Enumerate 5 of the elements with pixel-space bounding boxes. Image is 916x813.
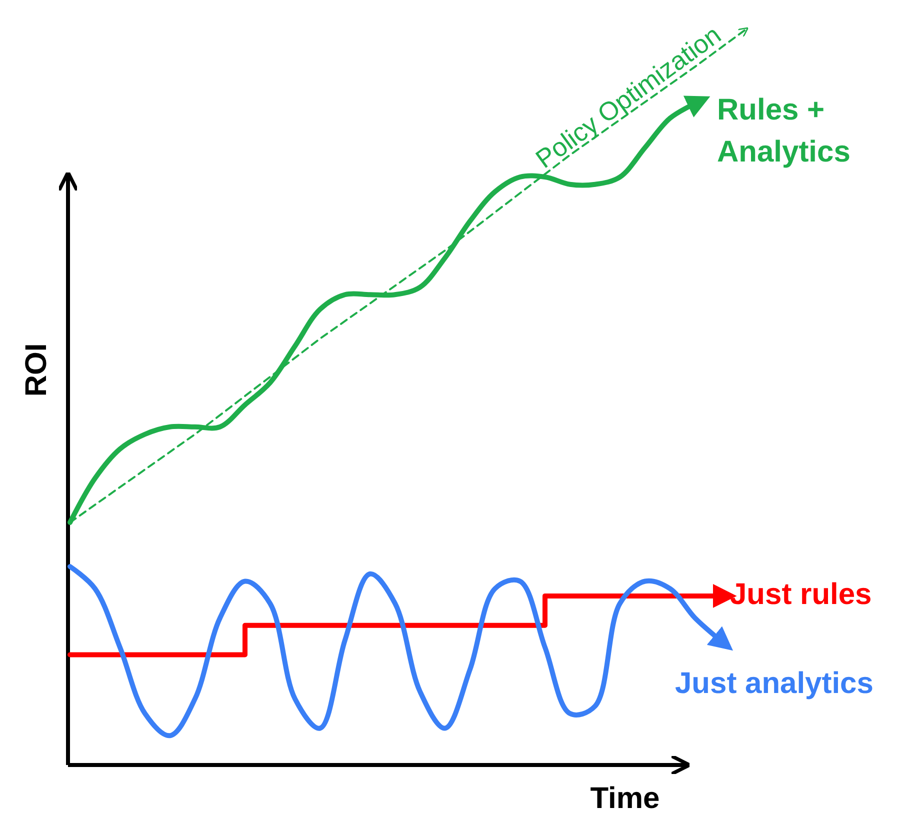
series-label: Just rules <box>730 578 872 611</box>
series-label: Just analytics <box>675 666 874 700</box>
series-label: Rules + Analytics <box>717 93 850 168</box>
x-axis-title: Time <box>590 782 660 813</box>
y-axis-title: ROI <box>20 343 53 397</box>
